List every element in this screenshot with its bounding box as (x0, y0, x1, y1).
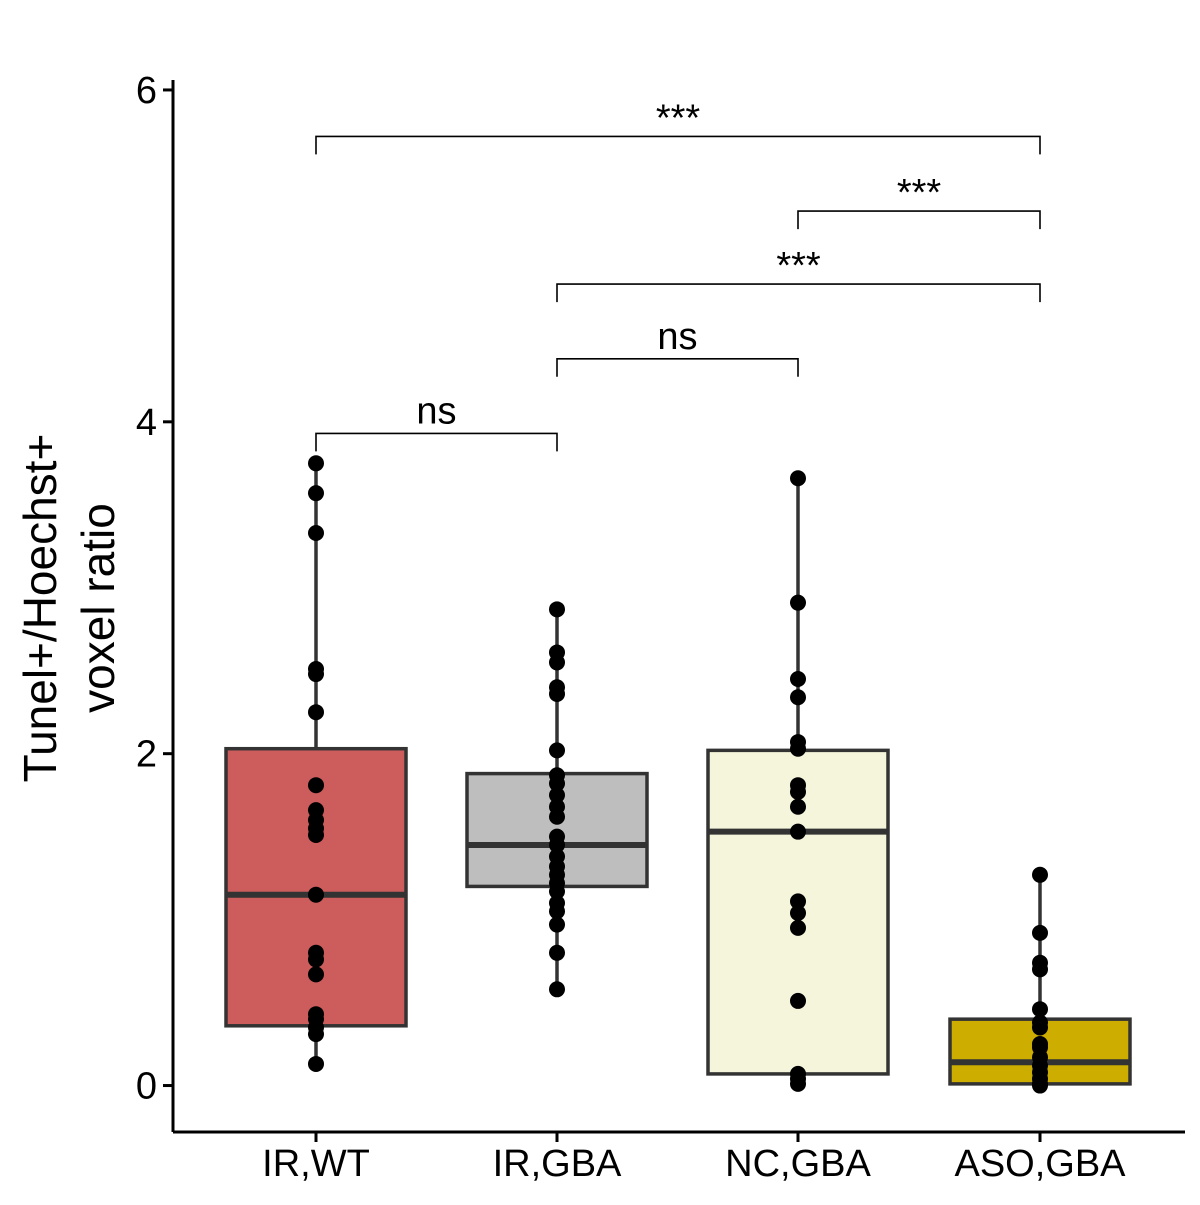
data-point-ir-gba (549, 787, 565, 804)
data-point-ir-wt (308, 455, 324, 472)
data-point-nc-gba (790, 671, 806, 688)
data-point-ir-wt (308, 777, 324, 794)
y-tick-label: 2 (136, 734, 157, 776)
y-tick-label: 0 (136, 1066, 157, 1108)
data-point-nc-gba (790, 798, 806, 815)
data-point-ir-gba (549, 742, 565, 759)
significance-bracket-1 (315, 432, 558, 452)
data-point-ir-wt (308, 1055, 324, 1072)
data-point-aso-gba (1032, 1019, 1048, 1036)
boxes-layer (224, 463, 1132, 1086)
data-point-nc-gba (790, 1075, 806, 1092)
data-point-ir-wt (308, 886, 324, 903)
data-point-aso-gba (1032, 924, 1048, 941)
y-axis-title: Tunel+/Hoechst+ voxel ratio (14, 434, 124, 783)
x-tick-label: IR,GBA (493, 1143, 622, 1185)
axes-layer: 0 2 4 6 IR,WT IR,GBA NC,GBA ASO,GBA (136, 70, 1185, 1185)
data-point-nc-gba (790, 893, 806, 910)
data-point-ir-wt (308, 524, 324, 541)
significance-label-3: *** (776, 245, 821, 287)
significance-bracket-5 (315, 135, 1041, 155)
data-point-ir-gba (549, 808, 565, 825)
data-point-ir-gba (549, 654, 565, 671)
data-point-aso-gba (1032, 1077, 1048, 1094)
data-point-ir-wt (308, 485, 324, 502)
data-point-nc-gba (790, 992, 806, 1009)
significance-label-2: ns (657, 316, 697, 358)
data-point-ir-gba (549, 685, 565, 702)
data-point-ir-wt (308, 1026, 324, 1043)
data-point-ir-gba (549, 836, 565, 853)
significance-label-4: *** (897, 172, 942, 214)
x-tick-label: NC,GBA (725, 1143, 871, 1185)
data-point-ir-wt (308, 951, 324, 968)
points-layer (308, 455, 1048, 1094)
data-point-ir-wt (308, 704, 324, 721)
data-point-ir-gba (549, 916, 565, 933)
data-point-ir-wt (308, 826, 324, 843)
significance-label-5: *** (656, 97, 701, 139)
data-point-aso-gba (1032, 866, 1048, 883)
data-point-aso-gba (1032, 1001, 1048, 1018)
data-point-ir-gba (549, 903, 565, 920)
y-axis-title-line-2: voxel ratio (72, 503, 124, 713)
data-point-aso-gba (1032, 961, 1048, 978)
data-point-nc-gba (790, 904, 806, 921)
data-point-nc-gba (790, 919, 806, 936)
y-tick-label: 6 (136, 70, 157, 112)
data-point-ir-gba (549, 981, 565, 998)
data-point-nc-gba (790, 740, 806, 757)
data-point-ir-gba (549, 883, 565, 900)
significance-label-1: ns (416, 390, 456, 432)
data-point-ir-wt (308, 666, 324, 683)
y-axis-title-line-1: Tunel+/Hoechst+ (14, 434, 66, 783)
data-point-nc-gba (790, 689, 806, 706)
significance-bracket-4 (797, 210, 1041, 230)
x-tick-label: IR,WT (262, 1143, 370, 1185)
data-point-nc-gba (790, 783, 806, 800)
data-point-nc-gba (790, 594, 806, 611)
data-point-ir-wt (308, 966, 324, 983)
data-point-nc-gba (790, 470, 806, 487)
significance-bracket-2 (556, 357, 799, 377)
data-point-ir-gba (549, 775, 565, 792)
data-point-nc-gba (790, 823, 806, 840)
data-point-ir-gba (549, 944, 565, 961)
significance-bracket-3 (556, 283, 1041, 303)
y-tick-label: 4 (136, 402, 157, 444)
x-tick-label: ASO,GBA (954, 1143, 1126, 1185)
comparisons-layer: ns ns *** *** *** (315, 97, 1041, 452)
data-point-ir-gba (549, 601, 565, 618)
